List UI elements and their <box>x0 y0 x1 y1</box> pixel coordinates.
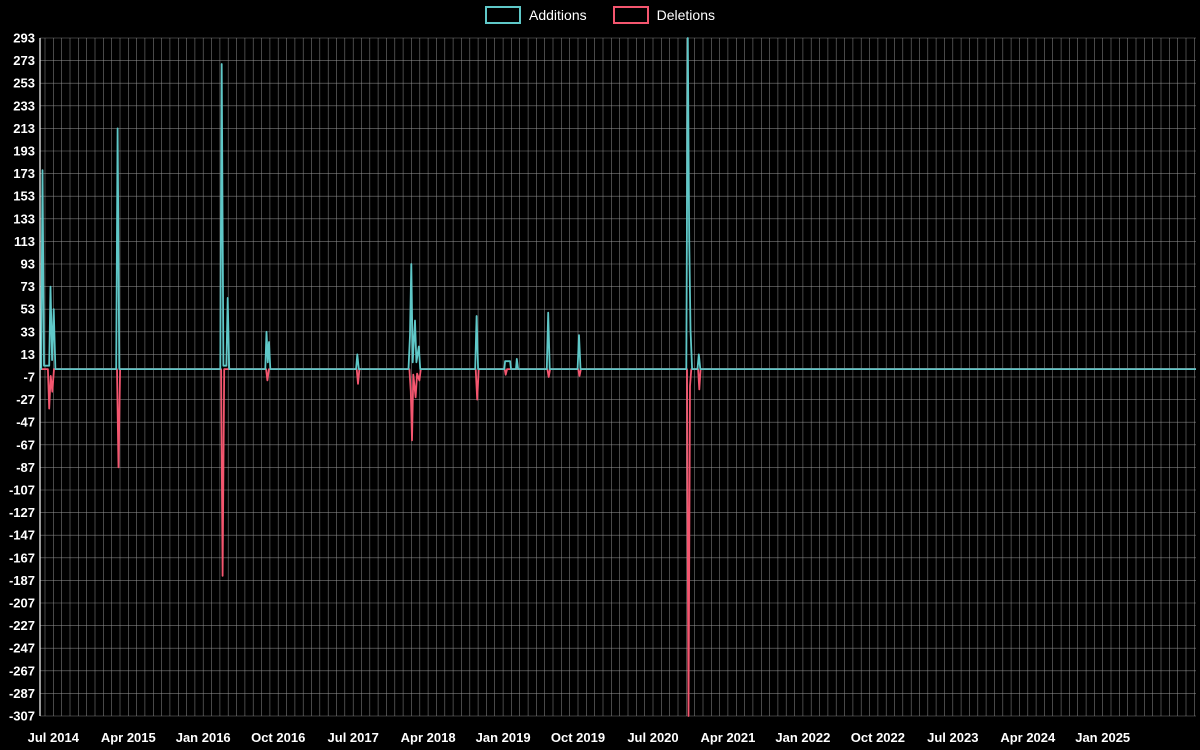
y-tick-label: -107 <box>9 483 35 498</box>
x-tick-label: Oct 2019 <box>551 730 605 745</box>
y-tick-label: 113 <box>14 234 35 249</box>
y-tick-label: 273 <box>13 53 35 68</box>
legend-item-deletions[interactable]: Deletions <box>612 6 715 24</box>
y-tick-label: 193 <box>13 144 35 159</box>
y-tick-label: 293 <box>13 31 35 46</box>
y-tick-label: -247 <box>9 641 35 656</box>
y-tick-label: 13 <box>21 347 35 362</box>
y-tick-label: -67 <box>16 437 35 452</box>
y-tick-label: -207 <box>9 596 35 611</box>
y-tick-label: 73 <box>21 279 35 294</box>
x-tick-label: Apr 2021 <box>700 730 755 745</box>
y-tick-label: 153 <box>13 189 35 204</box>
y-tick-label: -167 <box>9 550 35 565</box>
y-tick-label: -267 <box>9 663 35 678</box>
x-tick-label: Jul 2014 <box>28 730 80 745</box>
additions-swatch-icon <box>485 6 522 24</box>
legend-label-additions: Additions <box>529 7 587 23</box>
y-axis-labels: 293 273 253 233 213 193 173 153 133 113 93 73 53 33 13… <box>9 31 35 724</box>
y-tick-label: -47 <box>16 415 35 430</box>
y-tick-label: 93 <box>21 257 35 272</box>
x-tick-label: Jan 2016 <box>176 730 231 745</box>
x-tick-label: Jan 2022 <box>775 730 830 745</box>
deletions-swatch-icon <box>612 6 649 24</box>
y-tick-label: -187 <box>9 573 35 588</box>
y-tick-label: -307 <box>9 709 35 724</box>
y-tick-label: 233 <box>13 98 35 113</box>
y-tick-label: -287 <box>9 686 35 701</box>
x-axis-labels: Jul 2014 Apr 2015 Jan 2016 Oct 2016 Jul 2017… <box>28 730 1131 745</box>
x-tick-label: Oct 2016 <box>251 730 305 745</box>
x-tick-label: Apr 2018 <box>401 730 456 745</box>
series-line-additions <box>40 37 1196 371</box>
y-tick-label: -147 <box>9 528 35 543</box>
y-tick-label: -7 <box>23 370 35 385</box>
y-tick-label: 173 <box>13 166 35 181</box>
y-tick-label: 133 <box>13 211 35 226</box>
y-tick-label: -227 <box>9 618 35 633</box>
y-tick-label: 253 <box>13 76 35 91</box>
legend-item-additions[interactable]: Additions <box>485 6 587 24</box>
x-tick-label: Jul 2020 <box>627 730 678 745</box>
y-tick-label: -127 <box>9 505 35 520</box>
series-line-deletions <box>40 368 1196 717</box>
x-tick-label: Apr 2024 <box>1000 730 1056 745</box>
x-tick-label: Jul 2023 <box>927 730 978 745</box>
x-tick-label: Oct 2022 <box>851 730 905 745</box>
x-tick-label: Apr 2015 <box>101 730 156 745</box>
chart-legend: Additions Deletions <box>0 6 1200 24</box>
gridlines <box>40 37 1196 717</box>
legend-label-deletions: Deletions <box>656 7 715 23</box>
x-tick-label: Jan 2019 <box>476 730 531 745</box>
y-tick-label: -27 <box>16 392 35 407</box>
y-tick-label: 53 <box>21 302 35 317</box>
y-tick-label: 213 <box>13 121 35 136</box>
x-tick-label: Jan 2025 <box>1075 730 1130 745</box>
y-tick-label: 33 <box>21 324 35 339</box>
y-tick-label: -87 <box>16 460 35 475</box>
x-tick-label: Jul 2017 <box>328 730 379 745</box>
